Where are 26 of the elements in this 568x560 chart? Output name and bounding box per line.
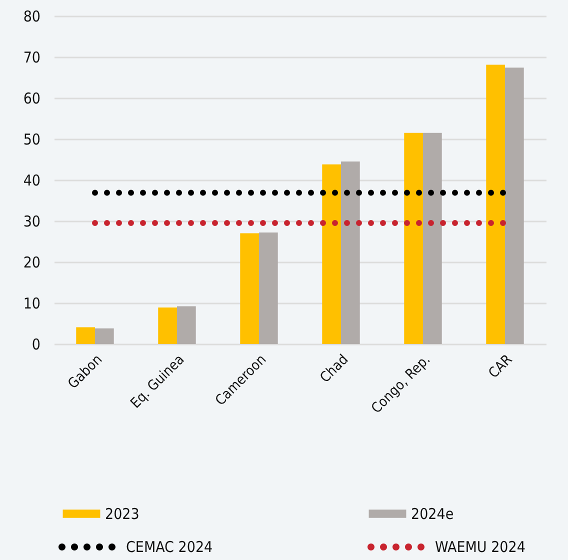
bar: [76, 327, 95, 344]
bar: [95, 328, 114, 344]
y-tick-label: 80: [23, 8, 40, 26]
y-tick-label: 60: [23, 90, 40, 108]
y-tick-label: 50: [23, 130, 40, 148]
bar: [259, 232, 278, 344]
bar: [341, 162, 360, 344]
y-tick-label: 20: [23, 254, 40, 272]
bar: [322, 164, 341, 344]
legend-label: 2024e: [411, 504, 454, 523]
bar: [240, 233, 259, 344]
y-tick-label: 30: [23, 212, 40, 230]
x-tick-label: CAR: [486, 352, 516, 382]
y-tick-label: 70: [23, 48, 40, 66]
bar: [505, 68, 524, 344]
y-tick-label: 10: [23, 294, 40, 312]
bar: [158, 308, 177, 344]
legend-label: WAEMU 2024: [435, 538, 526, 556]
y-tick-label: 40: [23, 172, 40, 190]
bar: [177, 306, 196, 344]
bar: [486, 64, 505, 344]
bar: [404, 132, 423, 344]
legend-label: CEMAC 2024: [126, 538, 213, 556]
bar: [423, 132, 442, 344]
y-tick-label: 0: [32, 336, 40, 354]
legend-label: 2023: [105, 504, 140, 523]
